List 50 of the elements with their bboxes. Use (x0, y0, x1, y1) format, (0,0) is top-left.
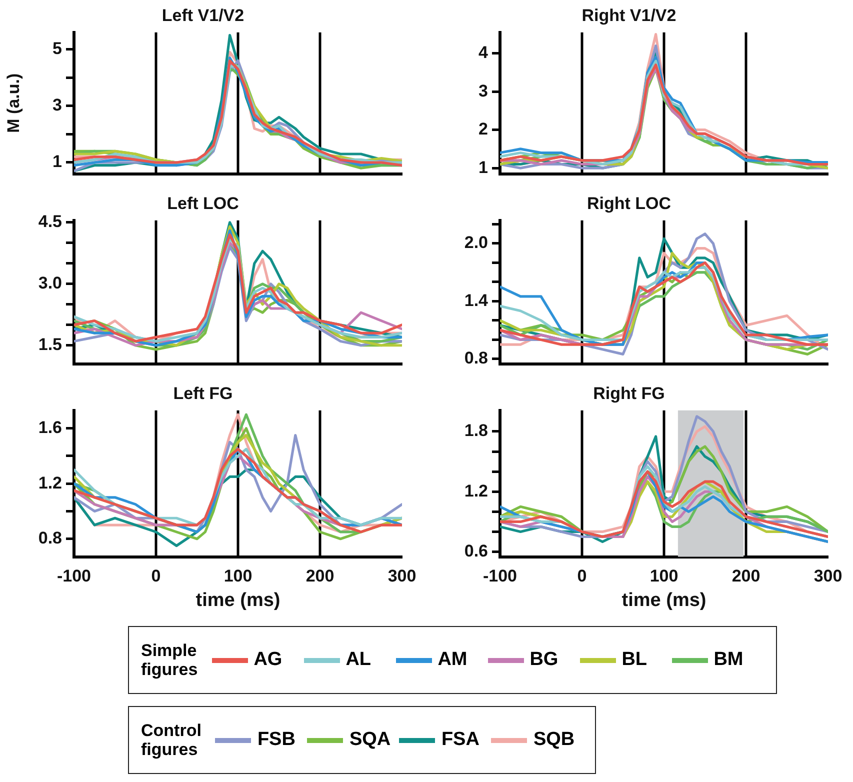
y-tick-label: 4.5 (38, 212, 62, 232)
legend-label: FSB (257, 729, 296, 751)
chart-title: Right V1/V2 (582, 6, 676, 25)
chart-title: Left V1/V2 (162, 6, 244, 25)
y-tick-label: 0.6 (464, 541, 488, 560)
x-tick-label: -100 (482, 566, 518, 586)
text: Simple figures (141, 641, 198, 679)
x-axis-title: time (ms) (622, 590, 706, 611)
y-tick-label: 1 (478, 158, 488, 177)
legend-label: SQA (349, 729, 391, 751)
y-tick-label: 3 (52, 96, 62, 115)
y-tick-label: 4 (478, 43, 489, 62)
legend-label: BG (530, 649, 558, 671)
legend-label: BM (714, 649, 744, 671)
x-axis-title: time (ms) (196, 590, 280, 611)
text: Control figures (141, 721, 202, 759)
legend-label: SQB (533, 729, 575, 751)
x-tick-label: 0 (151, 566, 161, 586)
legend-label: BL (622, 649, 648, 671)
chart-title: Left FG (173, 384, 233, 403)
y-tick-label: 1.2 (464, 481, 488, 500)
legend-label: AG (254, 649, 282, 671)
chart-title: Right FG (593, 384, 665, 403)
chart-title: Right LOC (586, 194, 672, 213)
y-tick-label: 1.2 (38, 473, 62, 492)
x-tick-label: 200 (732, 566, 760, 586)
x-tick-label: 100 (650, 566, 678, 586)
y-tick-label: 0.8 (464, 348, 488, 368)
y-tick-label: 1.6 (38, 418, 62, 438)
x-tick-label: -100 (56, 566, 92, 586)
x-tick-label: 300 (388, 566, 416, 586)
y-tick-label: 1.4 (464, 290, 489, 310)
x-tick-label: 0 (577, 566, 587, 586)
y-tick-label: 5 (52, 39, 62, 58)
y-tick-label: 1.8 (464, 421, 488, 440)
legend-label: FSA (441, 729, 480, 751)
y-tick-label: 2.0 (464, 233, 488, 252)
y-tick-label: 3.0 (38, 274, 62, 293)
x-tick-label: 100 (224, 566, 252, 586)
legend-label: AL (346, 649, 372, 671)
y-tick-label: 1 (52, 152, 62, 172)
x-tick-label: 200 (306, 566, 334, 586)
legend-label: AM (438, 649, 468, 671)
y-tick-label: 0.8 (38, 528, 62, 548)
y-tick-label: 3 (478, 81, 488, 100)
y-axis-title: M (a.u.) (4, 73, 23, 133)
y-tick-label: 2 (478, 120, 488, 139)
y-tick-label: 1.5 (38, 335, 62, 354)
x-tick-label: 300 (814, 566, 842, 586)
chart-title: Left LOC (167, 194, 239, 213)
